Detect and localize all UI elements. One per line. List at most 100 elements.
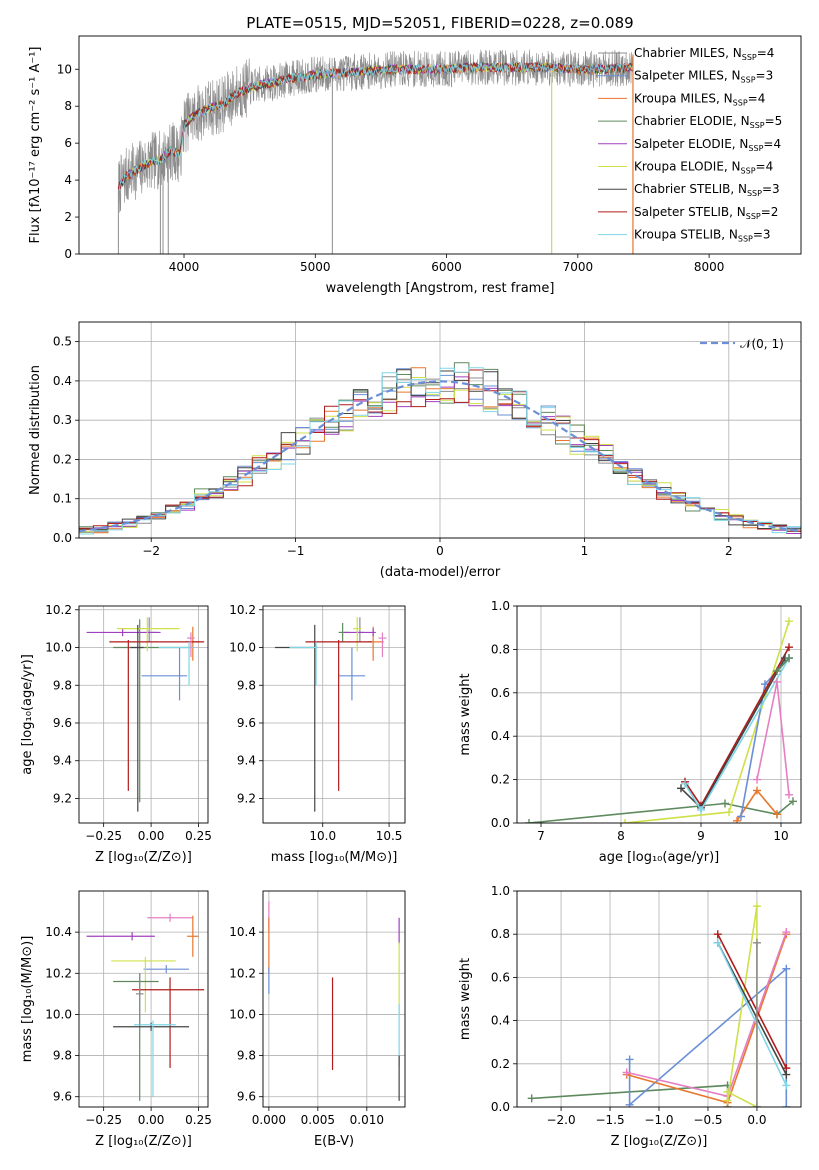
legend-label: Kroupa STELIB, NSSP=3 [634, 228, 771, 244]
y-tick-label: 0.1 [53, 492, 72, 506]
legend-label-subscript: SSP [733, 98, 748, 107]
y-tick-label: 0.6 [491, 686, 510, 700]
axes-frame [262, 605, 406, 824]
y-tick-label: 10 [57, 62, 72, 76]
legend-label-text: Chabrier MILES, N [634, 46, 742, 60]
mass-weight-marker [677, 784, 685, 793]
mass-weight-marker [785, 654, 793, 663]
x-tick-label: 0.25 [185, 829, 212, 843]
x-tick-label: −0.25 [85, 1113, 122, 1127]
legend-label-subscript: SSP [742, 53, 757, 62]
y-tick-label: 9.6 [237, 1090, 256, 1104]
legend-label-value: =3 [762, 182, 780, 196]
x-tick-label: −2.0 [546, 1113, 575, 1127]
y-tick-label: 10.2 [45, 966, 72, 980]
legend-label: Kroupa MILES, NSSP=4 [634, 91, 765, 107]
y-tick-label: 6 [64, 136, 72, 150]
legend-label-text: Salpeter MILES, N [634, 69, 741, 83]
y-tick-label: 0.0 [491, 1100, 510, 1114]
axes-frame [78, 605, 209, 824]
mass-weight-marker [733, 816, 741, 823]
mass-weight-marker [773, 677, 781, 686]
y-tick-label: 10.0 [229, 641, 256, 655]
legend-label-value: =3 [753, 228, 771, 242]
y-tick-label: 0.8 [491, 927, 510, 941]
y-tick-label: 9.8 [53, 678, 72, 692]
x-axis-label: Z [log₁₀(Z/Z⊙)] [95, 1134, 192, 1149]
mass-weight-marker [527, 1094, 536, 1103]
mass-vs-metallicity-panel: −0.25 0.00 0.25 9.6 9.8 10.0 10.2 10.4 Z [log₁₀(… [20, 890, 212, 1149]
y-tick-label: 8 [64, 99, 72, 113]
y-tick-label: 0.8 [491, 642, 510, 656]
mass-weight-marker [752, 902, 761, 911]
mass-weight-line [717, 942, 788, 1086]
axes-frame [78, 890, 209, 1108]
spectrum-panel: 4000 5000 6000 7000 8000 0 2 4 6 8 10 wavelength [A… [28, 35, 802, 296]
mass-weight-marker [753, 786, 761, 795]
legend-label: Chabrier MILES, NSSP=4 [634, 46, 774, 62]
x-tick-label: −2 [142, 544, 160, 558]
mass-weight-marker [773, 667, 781, 676]
mass-weight-line [628, 967, 788, 1107]
y-tick-label: 10.0 [45, 641, 72, 655]
mass-weight-marker [713, 938, 722, 947]
x-tick-label: −0.5 [693, 1113, 722, 1127]
y-tick-label: 0.2 [491, 773, 510, 787]
axes-frame [516, 890, 802, 1108]
legend-label: Salpeter STELIB, NSSP=2 [634, 205, 778, 221]
mass-weight-marker [785, 790, 793, 799]
axes-frame [262, 890, 406, 1108]
mass-weight-marker [721, 799, 729, 808]
x-axis-label: Z [log₁₀(Z/Z⊙)] [611, 1134, 708, 1149]
y-tick-label: 9.4 [53, 754, 72, 768]
legend-label: Salpeter ELODIE, NSSP=4 [634, 137, 781, 153]
x-axis-label: Z [log₁₀(Z/Z⊙)] [95, 850, 192, 865]
y-tick-label: 9.8 [237, 1049, 256, 1063]
x-tick-label: 8000 [694, 260, 725, 274]
legend-label-subscript: SSP [741, 76, 756, 85]
legend-label-subscript: SSP [750, 121, 765, 130]
y-tick-label: 10.2 [45, 603, 72, 617]
x-tick-label: 10 [773, 829, 788, 843]
legend-label-text: Kroupa STELIB, N [634, 228, 738, 242]
mass-weight-marker [737, 812, 745, 821]
y-tick-label: 9.8 [237, 678, 256, 692]
mass-weight-marker [782, 928, 791, 937]
mass-weight-vs-age-panel: 7 8 9 10 0.0 0.2 0.4 0.6 0.8 1.0 age [log₁₀(age/yr… [458, 599, 802, 865]
legend-label: Chabrier STELIB, NSSP=3 [634, 182, 780, 198]
mass-weight-marker [725, 808, 733, 817]
plot-area [268, 901, 400, 1101]
mass-weight-marker [782, 1070, 791, 1079]
x-tick-label: 1 [581, 544, 589, 558]
x-tick-label: 6000 [431, 260, 462, 274]
axes-frame [516, 605, 802, 824]
y-tick-label: 9.2 [237, 791, 256, 805]
y-tick-label: 1.0 [491, 599, 510, 613]
y-tick-label: 9.2 [53, 791, 72, 805]
x-tick-label: 0.00 [138, 829, 165, 843]
legend-label-text: Chabrier ELODIE, N [634, 114, 750, 128]
axes-frame [78, 321, 802, 539]
x-tick-label: −1.0 [644, 1113, 673, 1127]
mass-weight-marker [723, 1087, 732, 1096]
legend-label-value: =4 [763, 137, 781, 151]
legend-label-text: Kroupa ELODIE, N [634, 160, 741, 174]
x-tick-label: 0.000 [252, 1113, 286, 1127]
mass-weight-line [726, 905, 758, 1107]
mass-weight-marker [752, 938, 761, 947]
y-axis-label: Normed distribution [28, 365, 43, 495]
mass-weight-marker [525, 819, 533, 823]
mass-weight-marker [752, 1103, 761, 1107]
mass-weight-marker [723, 1096, 732, 1105]
y-tick-label: 0.5 [53, 335, 72, 349]
y-tick-label: 0.3 [53, 413, 72, 427]
y-axis-label: Flux [fλ10⁻¹⁷ erg cm⁻² s⁻¹ A⁻¹] [28, 47, 43, 244]
y-tick-label: 0.0 [53, 531, 72, 545]
mass-weight-marker [753, 775, 761, 784]
y-tick-label: 9.6 [53, 716, 72, 730]
y-tick-label: 0 [64, 247, 72, 261]
legend-label: Chabrier ELODIE, NSSP=5 [634, 114, 782, 130]
mass-weight-vs-metallicity-panel: −2.0 −1.5 −1.0 −0.5 0.0 0.0 0.2 0.4 0.6 0.8 1.0 Z [… [458, 884, 802, 1149]
plot-area [86, 617, 205, 812]
x-tick-label: 4000 [169, 260, 200, 274]
